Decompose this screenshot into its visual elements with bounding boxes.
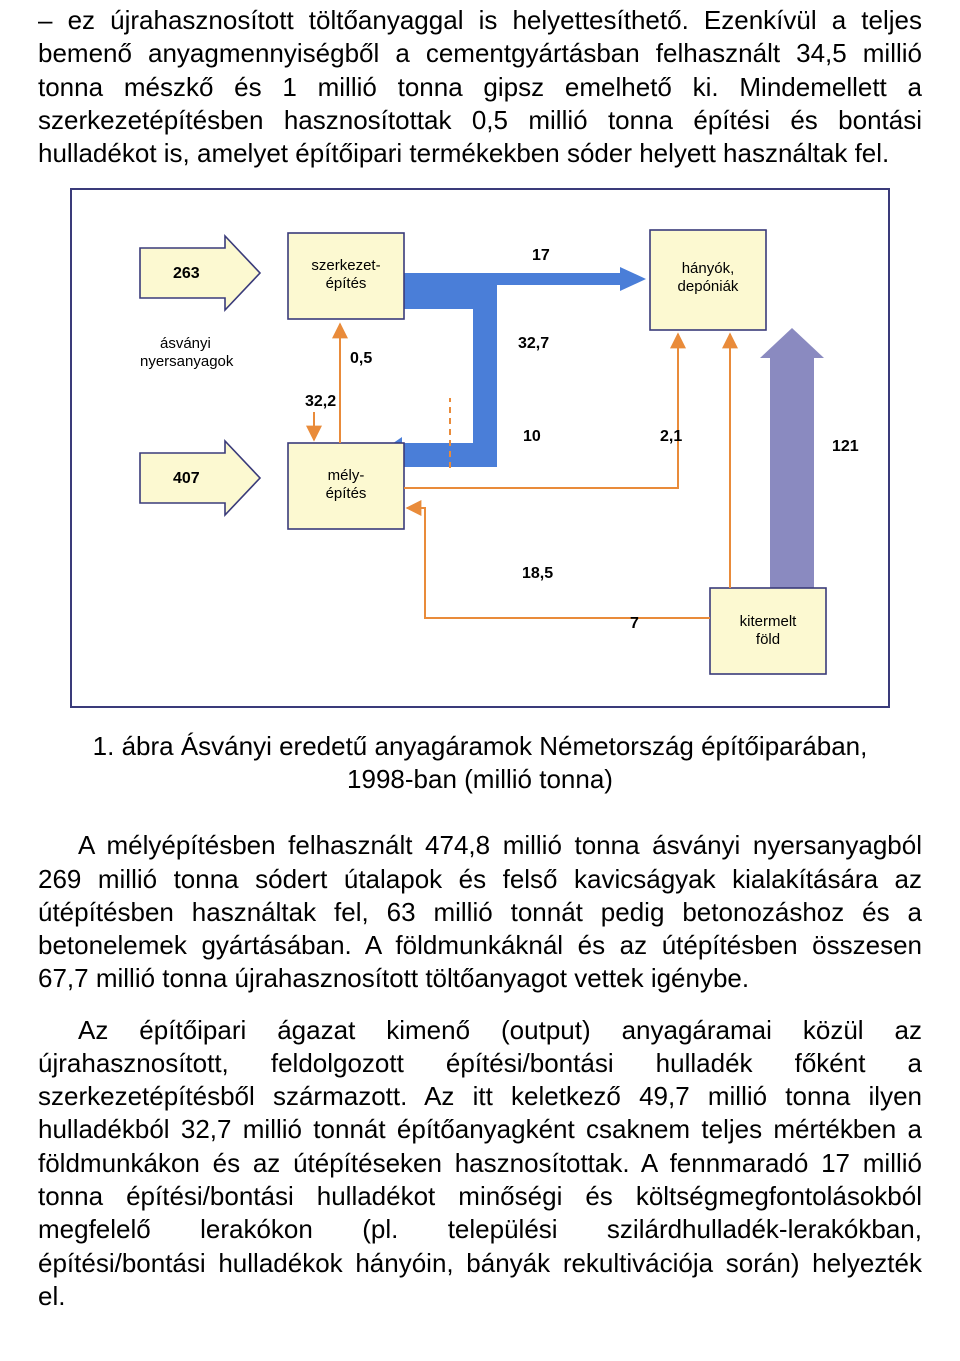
label-263: 263 <box>173 265 200 282</box>
label-hany-2: depóniák <box>678 278 739 295</box>
label-32-2: 32,2 <box>305 393 336 410</box>
caption-line-1: 1. ábra Ásványi eredetű anyagáramok Néme… <box>93 731 868 761</box>
label-7: 7 <box>630 615 639 632</box>
label-121: 121 <box>832 438 859 455</box>
caption-line-2: 1998-ban (millió tonna) <box>347 764 613 794</box>
label-10: 10 <box>523 428 541 445</box>
paragraph-intro: – ez újrahasznosított töltőanyaggal is h… <box>38 4 922 170</box>
label-asvanyi-2: nyersanyagok <box>140 353 234 370</box>
label-2-1: 2,1 <box>660 428 682 445</box>
paragraph-3: Az építőipari ágazat kimenő (output) any… <box>38 1014 922 1313</box>
label-asvanyi-1: ásványi <box>160 335 211 352</box>
label-kit-2: föld <box>756 631 780 648</box>
label-18-5: 18,5 <box>522 565 553 582</box>
label-kit-1: kitermelt <box>740 613 798 630</box>
label-407: 407 <box>173 470 200 487</box>
label-0-5: 0,5 <box>350 350 372 367</box>
label-mely-1: mély- <box>328 467 365 484</box>
label-mely-2: építés <box>326 485 367 502</box>
label-hany-1: hányók, <box>682 260 735 277</box>
label-17: 17 <box>532 247 550 264</box>
label-szerk-1: szerkezet- <box>311 257 380 274</box>
label-32-7: 32,7 <box>518 335 549 352</box>
flow-diagram: 263 407 ásványi nyersanyagok szerkezet- … <box>70 188 890 708</box>
paragraph-2: A mélyépítésben felhasznált 474,8 millió… <box>38 829 922 995</box>
label-szerk-2: építés <box>326 275 367 292</box>
figure-caption: 1. ábra Ásványi eredetű anyagáramok Néme… <box>38 730 922 795</box>
